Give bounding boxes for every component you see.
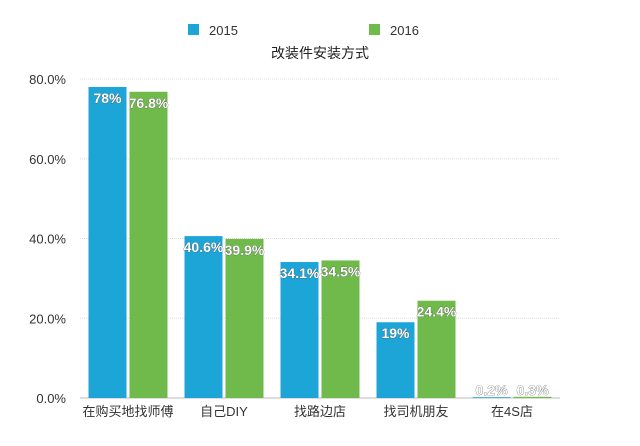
bar-2016: [513, 396, 552, 398]
chart-title: 改装件安装方式: [271, 45, 369, 61]
legend: 2015 2016: [188, 23, 419, 38]
legend-swatch-2016: [369, 24, 380, 35]
bar-2016: [321, 260, 360, 398]
x-tick-label: 找司机朋友: [383, 404, 448, 419]
legend-label-2016: 2016: [390, 23, 419, 38]
bar-2016: [225, 238, 264, 398]
legend-label-2015: 2015: [209, 23, 238, 38]
y-tick-label: 0.0%: [36, 391, 66, 406]
data-label: 34.5%: [321, 263, 361, 279]
data-label: 78%: [93, 90, 122, 106]
data-label: 0.3%: [517, 382, 549, 398]
x-tick-label: 找路边店: [294, 404, 346, 419]
legend-swatch-2015: [188, 24, 199, 35]
data-label: 34.1%: [280, 265, 320, 281]
x-tick-label: 在购买地找师傅: [82, 404, 173, 419]
bar-2015: [280, 262, 319, 398]
y-tick-label: 20.0%: [29, 311, 66, 326]
data-label: 76.8%: [129, 95, 169, 111]
y-tick-label: 60.0%: [29, 152, 66, 167]
x-tick-label: 自己DIY: [200, 404, 248, 419]
data-label: 24.4%: [417, 304, 457, 320]
y-tick-label: 80.0%: [29, 72, 66, 87]
bar-2015: [472, 397, 511, 398]
x-tick-label: 在4S店: [491, 404, 533, 419]
bar-2015: [184, 236, 223, 398]
data-label: 0.2%: [476, 382, 508, 398]
data-label: 40.6%: [184, 239, 224, 255]
bar-2015: [88, 86, 127, 398]
bar-2016: [417, 300, 456, 398]
data-label: 19%: [381, 325, 410, 341]
y-tick-label: 40.0%: [29, 232, 66, 247]
bar-2016: [129, 91, 168, 398]
bar-2015: [376, 322, 415, 398]
data-label: 39.9%: [225, 242, 265, 258]
